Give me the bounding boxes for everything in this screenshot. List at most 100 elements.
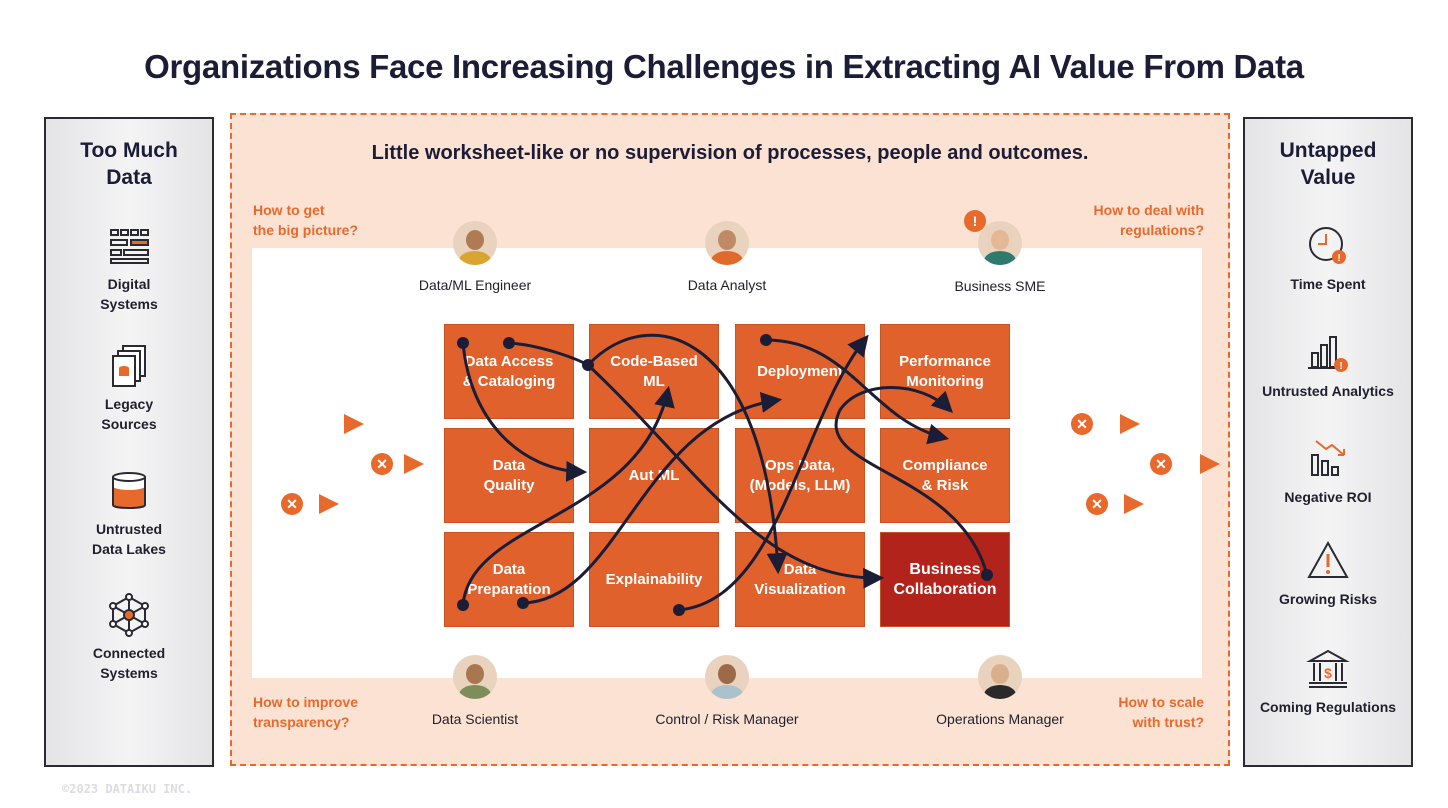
- tile-label: Data Quality: [483, 456, 535, 494]
- blocked-x-icon: ✕: [1150, 453, 1172, 475]
- flow-line: [508, 341, 885, 589]
- flow-line: [522, 392, 783, 605]
- item-label: Legacy: [104, 396, 154, 412]
- avatar-data-analyst: [705, 221, 749, 265]
- question-text: How to deal with: [1093, 202, 1204, 218]
- tile-label: Data Visualization: [754, 560, 846, 598]
- flow-start-dot: [582, 359, 594, 371]
- tile-label: Performance Monitoring: [899, 352, 991, 390]
- item-connected-systems: Connected Systems: [46, 593, 212, 683]
- item-label: Negative ROI: [1284, 489, 1372, 505]
- untapped-value-panel: Untapped Value ! Time Spent ! Untrusted A…: [1243, 117, 1413, 767]
- panel-title-2: Value: [1300, 166, 1356, 189]
- item-label: Growing Risks: [1278, 591, 1378, 607]
- item-time-spent: ! Time Spent: [1245, 224, 1411, 294]
- blocked-x-icon: ✕: [371, 453, 393, 475]
- clock-warning-icon: !: [1309, 227, 1346, 264]
- item-untrusted-analytics: ! Untrusted Analytics: [1245, 331, 1411, 401]
- tile-label: Deployment: [757, 362, 843, 380]
- flow-start-dot: [457, 599, 469, 611]
- blocked-x-icon: ✕: [1086, 493, 1108, 515]
- panel-title: Untapped: [1279, 139, 1377, 162]
- tile-label: Compliance & Risk: [902, 456, 988, 494]
- server-grid-icon: [110, 229, 149, 264]
- network-nodes-icon: [109, 593, 149, 637]
- process-tile: Code-Based ML: [589, 324, 719, 419]
- flow-start-dot: [981, 569, 993, 581]
- item-label: Systems: [100, 296, 158, 312]
- panel-title: Too Much: [80, 139, 178, 162]
- flow-line: [765, 338, 950, 445]
- question-transparency: How to improve transparency?: [253, 692, 358, 732]
- alert-badge: !: [964, 210, 986, 232]
- svg-text:!: !: [1337, 253, 1340, 264]
- question-text: How to get: [253, 202, 325, 218]
- tile-label: Business Collaboration: [893, 560, 997, 598]
- question-big-picture: How to get the big picture?: [253, 200, 358, 240]
- declining-chart-icon: [1311, 440, 1345, 476]
- question-regulations: How to deal with regulations?: [1094, 200, 1204, 240]
- item-label: Untrusted Analytics: [1262, 383, 1394, 399]
- flow-line: [586, 333, 788, 575]
- role-label: Data/ML Engineer: [418, 277, 532, 293]
- svg-text:$: $: [1324, 665, 1332, 681]
- tile-label: Data Access & Cataloging: [462, 352, 556, 390]
- item-negative-roi: Negative ROI: [1245, 437, 1411, 507]
- blocked-x-icon: ✕: [1071, 413, 1093, 435]
- item-coming-regulations: $ Coming Regulations: [1245, 647, 1411, 717]
- question-text: with trust?: [1132, 714, 1204, 730]
- panel-title-2: Data: [106, 166, 152, 189]
- process-tile: Data Visualization: [735, 532, 865, 627]
- item-label: Digital: [107, 276, 151, 292]
- item-legacy-sources: Legacy Sources: [46, 344, 212, 434]
- flow-line: [678, 334, 869, 612]
- item-label: Sources: [101, 416, 157, 432]
- item-label: Connected: [92, 645, 166, 661]
- stacked-documents-icon: [112, 345, 146, 387]
- item-label: Coming Regulations: [1259, 699, 1397, 715]
- item-label: Systems: [100, 665, 158, 681]
- role-label: Operations Manager: [936, 711, 1064, 727]
- item-digital-systems: Digital Systems: [46, 224, 212, 314]
- svg-text:!: !: [1339, 361, 1342, 372]
- role-label: Data Scientist: [431, 711, 519, 727]
- copyright: ©2023 DATAIKU INC.: [62, 782, 193, 796]
- tile-label: Code-Based ML: [610, 352, 698, 390]
- avatar-operations-manager: [978, 655, 1022, 699]
- tile-label: Explainability: [605, 570, 703, 588]
- flow-line: [461, 342, 588, 482]
- item-label: Untrusted: [95, 521, 163, 537]
- bank-building-icon: $: [1306, 649, 1350, 688]
- bar-chart-warning-icon: !: [1308, 336, 1348, 372]
- question-text: How to scale: [1118, 694, 1204, 710]
- question-scale: How to scale with trust?: [1118, 692, 1204, 732]
- avatar-control-risk-manager: [705, 655, 749, 699]
- flow-start-dot: [457, 337, 469, 349]
- question-text: the big picture?: [253, 222, 358, 238]
- role-label: Control / Risk Manager: [655, 711, 799, 727]
- too-much-data-panel: Too Much Data Digital Systems Legacy Source…: [44, 117, 214, 767]
- process-tile: Aut ML: [589, 428, 719, 523]
- avatar-data-ml-engineer: [453, 221, 497, 265]
- avatar-data-scientist: [453, 655, 497, 699]
- page-title: Organizations Face Increasing Challenges…: [144, 48, 1304, 85]
- item-growing-risks: Growing Risks: [1245, 539, 1411, 609]
- role-label: Business SME: [954, 278, 1046, 294]
- flow-start-dot: [760, 334, 772, 346]
- item-label: Time Spent: [1290, 276, 1366, 292]
- process-tile: Explainability: [589, 532, 719, 627]
- subtitle: Little worksheet-like or no supervision …: [371, 142, 1089, 164]
- flow-start-dot: [503, 337, 515, 349]
- database-cylinder-icon: [112, 472, 146, 509]
- flow-start-dot: [517, 597, 529, 609]
- process-tile: Data Preparation: [444, 532, 574, 627]
- question-text: How to improve: [253, 694, 359, 710]
- tile-label: Data Preparation: [467, 560, 551, 598]
- flow-line: [461, 385, 675, 606]
- item-label: Data Lakes: [92, 541, 166, 557]
- role-label: Data Analyst: [687, 277, 767, 293]
- avatar-business-sme: [978, 221, 1022, 265]
- flow-line: [834, 386, 989, 576]
- blocked-x-icon: ✕: [281, 493, 303, 515]
